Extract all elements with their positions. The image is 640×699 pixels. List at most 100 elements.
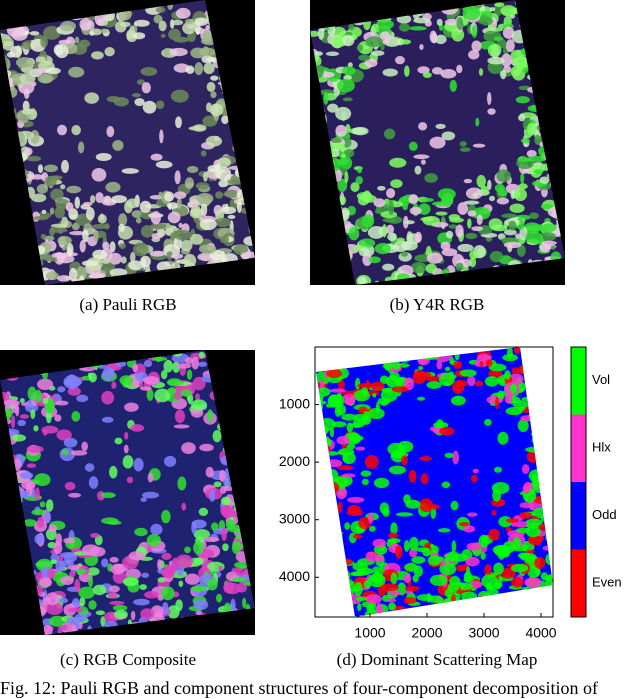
patch (519, 511, 533, 519)
caption: (a) Pauli RGB (79, 295, 176, 314)
patch (463, 178, 473, 184)
patch (540, 572, 549, 581)
patch (459, 369, 477, 377)
patch (449, 217, 464, 223)
patch (185, 18, 194, 25)
patch (101, 558, 109, 568)
patch (485, 236, 493, 242)
patch (69, 231, 86, 236)
patch (163, 359, 174, 373)
patch (111, 195, 128, 204)
patch (156, 100, 165, 109)
patch (471, 40, 482, 52)
patch (439, 426, 455, 436)
patch (202, 46, 210, 56)
patch (492, 489, 502, 502)
patch (469, 581, 483, 589)
patch (218, 565, 223, 572)
caption: (b) Y4R RGB (390, 295, 485, 314)
patch (223, 479, 232, 487)
patch (363, 579, 372, 589)
patch (500, 237, 516, 242)
patch (357, 383, 375, 389)
patch (489, 251, 504, 263)
patch (413, 154, 430, 160)
patch (356, 44, 364, 52)
patch (409, 548, 418, 558)
patch (411, 556, 426, 564)
colorbar-segment (571, 347, 586, 415)
patch (395, 545, 403, 559)
patch (447, 583, 460, 593)
patch (389, 590, 402, 596)
patch (395, 237, 406, 243)
patch (213, 481, 222, 488)
colorbar-segment (571, 414, 586, 482)
patch (371, 23, 380, 34)
patch (365, 36, 383, 48)
patch (27, 173, 33, 179)
patch (388, 201, 395, 215)
patch (11, 434, 26, 442)
patch (34, 487, 40, 501)
patch (9, 45, 23, 58)
patch (178, 580, 184, 587)
patch (206, 57, 219, 63)
patch (54, 414, 62, 422)
patch (174, 409, 185, 424)
patch (63, 437, 78, 448)
patch (556, 393, 568, 403)
patch (380, 210, 398, 219)
patch (175, 554, 193, 569)
patch (220, 251, 226, 263)
patch (426, 592, 431, 603)
patch (42, 624, 53, 635)
patch (503, 229, 517, 236)
patch (336, 486, 348, 500)
patch (143, 376, 160, 385)
patch (554, 366, 565, 376)
patch (467, 218, 472, 229)
patch (315, 51, 323, 56)
patch (176, 197, 182, 210)
patch (182, 22, 196, 35)
patch (19, 73, 36, 84)
patch (513, 347, 521, 355)
patch (78, 586, 96, 599)
patch (166, 251, 173, 261)
patch (106, 126, 115, 138)
patch (342, 34, 355, 47)
patch (67, 607, 84, 613)
patch (134, 527, 148, 537)
patch (355, 446, 366, 451)
patch (222, 543, 229, 552)
patch (557, 566, 564, 570)
patch (385, 618, 402, 631)
patch (470, 474, 478, 483)
patch (374, 209, 383, 214)
patch (404, 585, 420, 591)
patch (30, 409, 36, 420)
patch (430, 506, 437, 519)
patch (503, 241, 522, 249)
patch (184, 177, 195, 190)
patch (161, 586, 175, 601)
patch (466, 542, 482, 551)
patch (417, 396, 426, 401)
patch (236, 533, 242, 540)
patch (95, 152, 112, 162)
patch (61, 159, 69, 174)
patch (494, 466, 503, 473)
patch (219, 469, 226, 482)
patch (451, 553, 468, 562)
patch (524, 577, 542, 588)
patch (104, 47, 115, 57)
patch (316, 616, 326, 617)
patch (558, 398, 567, 411)
patch (396, 14, 412, 24)
patch (104, 223, 110, 230)
patch (173, 36, 190, 43)
patch (40, 36, 49, 48)
patch (199, 218, 217, 231)
patch (124, 402, 139, 412)
